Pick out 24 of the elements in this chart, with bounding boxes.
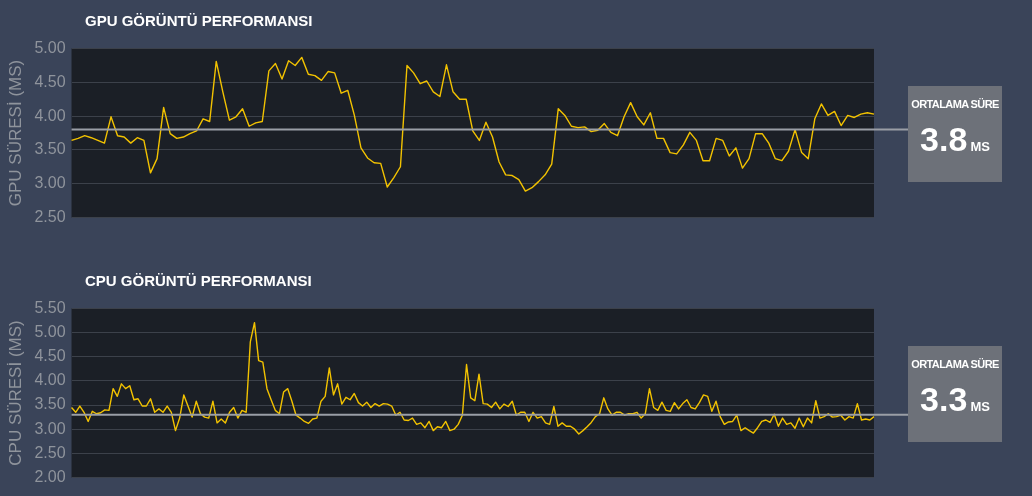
y-tick-label: 4.00 [34,106,66,124]
y-tick-label: 3.50 [34,140,66,158]
y-tick-label: 2.50 [34,443,66,461]
chart-title: CPU GÖRÜNTÜ PERFORMANSI [85,272,312,289]
text: ORTALAMA SÜRE [910,358,1000,370]
y-tick-label: 3.00 [34,174,66,192]
y-axis-title: CPU SÜRESİ (MS) [5,320,25,466]
text: ORTALAMA SÜRE [910,98,1000,110]
y-tick-label: 4.00 [34,371,66,389]
y-tick-label: 5.00 [34,39,66,57]
y-tick-label: 5.00 [34,323,66,341]
y-tick-label: 3.00 [34,419,66,437]
y-tick-label: 3.50 [34,395,66,413]
y-tick-label: 2.50 [34,207,66,225]
text: 3.3 [920,380,968,418]
text: 3.8 [920,120,968,158]
y-tick-label: 4.50 [34,347,66,365]
text: MS [970,139,990,154]
y-tick-label: 4.50 [34,72,66,90]
text: MS [970,399,990,414]
y-axis-title: GPU SÜRESİ (MS) [5,59,25,207]
y-tick-label: 5.50 [34,299,66,317]
y-tick-label: 2.00 [34,467,66,485]
chart-title: GPU GÖRÜNTÜ PERFORMANSI [85,12,313,29]
